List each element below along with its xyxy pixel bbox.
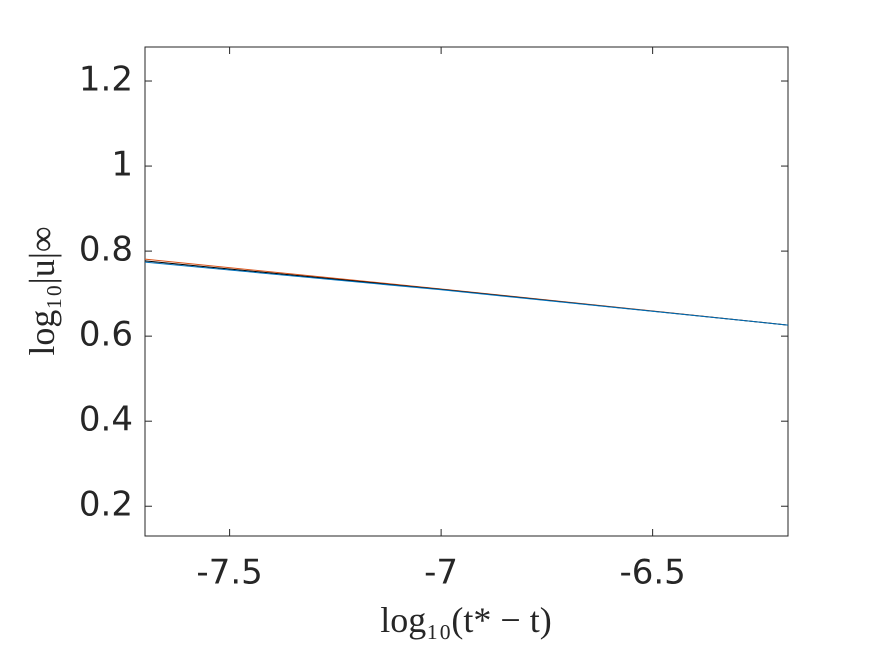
y-tick-label: 0.4 [79, 400, 133, 440]
y-tick-label: 1.2 [79, 60, 133, 100]
y-tick-label: 0.2 [79, 485, 133, 525]
x-axis-label: log₁₀(t* − t) [380, 600, 551, 640]
y-tick-label: 0.8 [79, 230, 133, 270]
data-line [144, 261, 789, 326]
y-axis-label: log₁₀|u|∞ [22, 226, 62, 355]
x-tick-label: -7.5 [196, 553, 262, 593]
y-tick-label: 1 [111, 145, 133, 185]
y-tick-label: 0.6 [79, 315, 133, 355]
x-tick-label: -7 [424, 553, 458, 593]
x-tick-label: -6.5 [619, 553, 685, 593]
